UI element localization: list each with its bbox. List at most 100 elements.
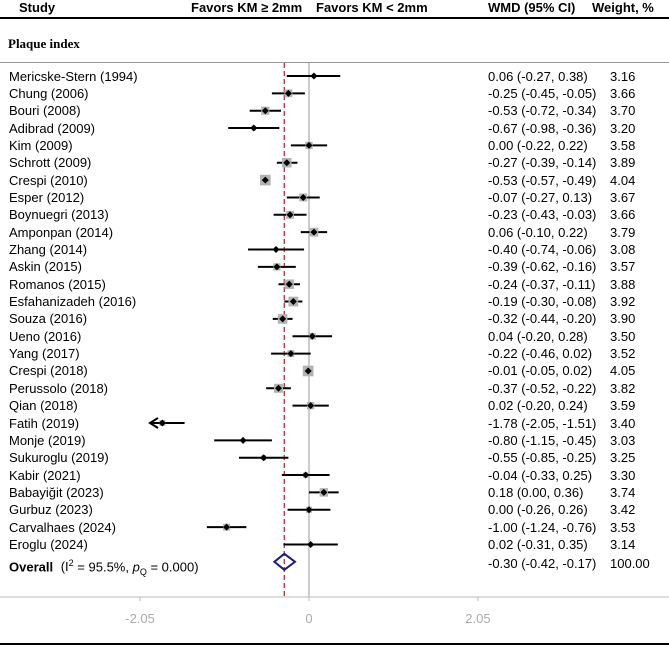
study-wmd: -0.19 (-0.30, -0.08) <box>488 294 597 310</box>
point-estimate <box>307 402 315 410</box>
study-name: Mericske-Stern (1994) <box>9 68 138 84</box>
study-wmd: 0.06 (-0.27, 0.38) <box>488 68 588 84</box>
study-wmd: -0.67 (-0.98, -0.36) <box>488 120 597 136</box>
study-name: Esfahanizadeh (2016) <box>9 294 137 310</box>
study-weight: 3.20 <box>610 120 636 136</box>
study-name: Yang (2017) <box>9 346 80 362</box>
point-estimate <box>305 506 313 514</box>
point-estimate <box>261 107 269 115</box>
study-wmd: -1.00 (-1.24, -0.76) <box>488 519 597 535</box>
study-wmd: 0.00 (-0.22, 0.22) <box>488 137 588 153</box>
study-weight: 3.74 <box>610 484 636 500</box>
study-wmd: -0.07 (-0.27, 0.13) <box>488 189 593 205</box>
overall-wmd: -0.30 (-0.42, -0.17) <box>488 556 597 571</box>
point-estimate <box>275 384 283 392</box>
study-name: Fatih (2019) <box>9 415 80 431</box>
study-wmd: -0.24 (-0.37, -0.11) <box>488 276 596 292</box>
x-tick-label: 0 <box>305 611 312 626</box>
point-estimate <box>283 159 291 167</box>
study-wmd: -0.80 (-1.15, -0.45) <box>488 432 597 448</box>
study-name: Perussolo (2018) <box>9 380 108 396</box>
point-estimate <box>272 246 280 253</box>
study-weight: 3.57 <box>610 259 636 275</box>
study-name: Kim (2009) <box>9 137 73 153</box>
study-name: Boynuegri (2013) <box>9 207 109 223</box>
x-tick-label: -2.05 <box>125 611 155 626</box>
study-name: Monje (2019) <box>9 432 86 448</box>
study-name: Sukuroglu (2019) <box>9 450 109 466</box>
point-estimate <box>158 419 166 427</box>
point-estimate <box>286 211 294 219</box>
header-weight: Weight, % <box>592 0 654 15</box>
point-estimate <box>302 471 310 479</box>
study-wmd: -0.32 (-0.44, -0.20) <box>488 311 597 327</box>
point-estimate <box>299 193 307 201</box>
header-rule <box>0 17 669 19</box>
study-wmd: -0.53 (-0.57, -0.49) <box>488 172 597 188</box>
point-estimate <box>273 263 281 271</box>
study-wmd: -0.25 (-0.45, -0.05) <box>488 85 597 101</box>
study-weight: 4.05 <box>610 363 636 379</box>
point-estimate <box>320 488 328 496</box>
study-wmd: -0.01 (-0.05, 0.02) <box>488 363 593 379</box>
study-weight: 3.53 <box>610 519 636 535</box>
header-favors-left: Favors KM ≥ 2mm <box>191 0 303 15</box>
overall-label: Overall <box>9 559 54 575</box>
study-wmd: -1.78 (-2.05, -1.51) <box>488 415 597 431</box>
point-estimate <box>223 523 231 531</box>
study-weight: 3.30 <box>610 467 636 483</box>
overall-p-sub: Q <box>139 566 147 577</box>
study-name: Ueno (2016) <box>9 328 82 344</box>
study-weight: 3.92 <box>610 294 636 310</box>
study-wmd: 0.02 (-0.31, 0.35) <box>488 536 588 552</box>
point-estimate <box>239 436 247 444</box>
study-wmd: -0.27 (-0.39, -0.14) <box>488 155 597 171</box>
study-wmd: 0.00 (-0.26, 0.26) <box>488 502 588 518</box>
header-study: Study <box>19 0 56 15</box>
study-wmd: -0.39 (-0.62, -0.16) <box>488 259 597 275</box>
study-name: Askin (2015) <box>9 259 82 275</box>
point-estimate <box>308 332 316 340</box>
study-weight: 3.88 <box>610 276 636 292</box>
point-estimate <box>261 176 269 184</box>
point-estimate <box>284 89 292 97</box>
overall-p-value: = 0.000) <box>146 559 199 575</box>
study-name: Babayiğit (2023) <box>9 484 104 500</box>
study-name: Bouri (2008) <box>9 103 81 119</box>
point-estimate <box>307 540 315 548</box>
study-name: Eroglu (2024) <box>9 536 88 552</box>
study-wmd: -0.53 (-0.72, -0.34) <box>488 103 597 119</box>
x-tick-label: 2.05 <box>465 611 490 626</box>
study-weight: 3.42 <box>610 502 636 518</box>
study-weight: 3.58 <box>610 137 636 153</box>
overall-p-label: p <box>132 559 140 575</box>
study-weight: 3.03 <box>610 432 636 448</box>
study-name: Schrott (2009) <box>9 155 92 171</box>
study-wmd: -0.22 (-0.46, 0.02) <box>488 346 593 362</box>
overall-i2-value: = 95.5%, <box>73 559 133 575</box>
study-weight: 3.67 <box>610 189 636 205</box>
study-name: Carvalhaes (2024) <box>9 519 116 535</box>
study-wmd: 0.04 (-0.20, 0.28) <box>488 328 588 344</box>
study-weight: 3.16 <box>610 68 636 84</box>
overall-diamond <box>272 552 297 572</box>
study-name: Qian (2018) <box>9 398 78 414</box>
study-weight: 3.66 <box>610 85 636 101</box>
point-estimate <box>287 350 295 358</box>
study-weight: 4.04 <box>610 172 636 188</box>
study-name: Gurbuz (2023) <box>9 502 93 518</box>
point-estimate <box>289 298 297 306</box>
header-favors-right: Favors KM < 2mm <box>316 0 428 15</box>
section-rule <box>0 62 669 63</box>
study-name: Crespi (2010) <box>9 172 88 188</box>
study-wmd: 0.02 (-0.20, 0.24) <box>488 398 588 414</box>
overall-weight: 100.00 <box>610 556 650 571</box>
point-estimate <box>310 72 318 80</box>
study-wmd: -0.23 (-0.43, -0.03) <box>488 207 597 223</box>
study-name: Kabir (2021) <box>9 467 81 483</box>
study-weight: 3.70 <box>610 103 636 119</box>
overall-i2-prefix: (I <box>60 559 69 575</box>
point-estimate <box>285 280 293 288</box>
study-weight: 3.52 <box>610 346 636 362</box>
study-name: Esper (2012) <box>9 189 85 205</box>
